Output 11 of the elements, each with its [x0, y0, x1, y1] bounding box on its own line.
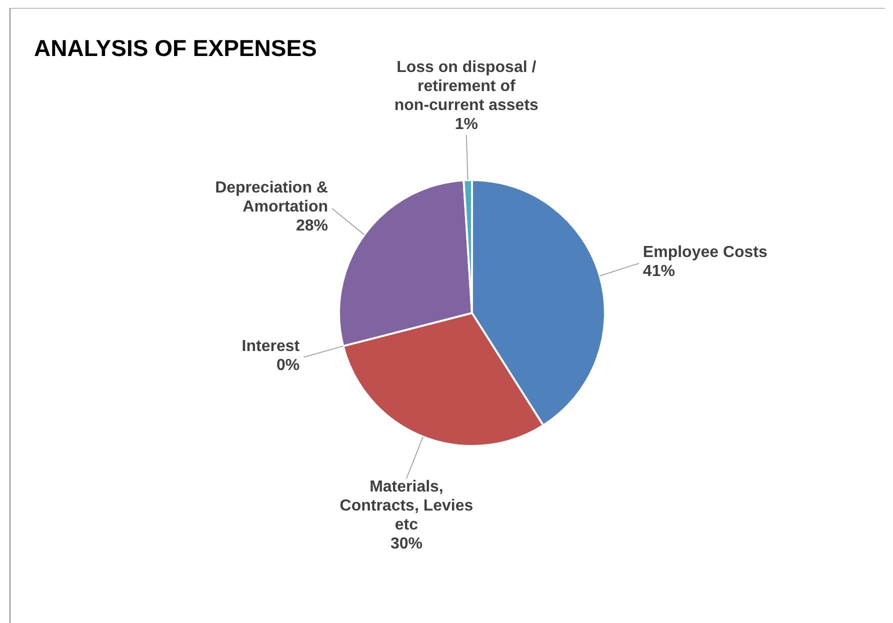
legend-label: Interest	[242, 338, 300, 356]
slice-label: Loss on disposal / retirement of non-current assets	[394, 58, 539, 114]
data-label: 28%	[296, 218, 328, 235]
data-label: 1%	[454, 116, 478, 133]
data-label: 30%	[390, 535, 422, 552]
slice-label: Materials, Contracts, Levies etc	[340, 478, 474, 534]
data-label: 41%	[642, 263, 675, 280]
slice-label: Employee Costs	[642, 244, 768, 262]
chart-title: ANALYSIS OF EXPENSES	[34, 35, 317, 61]
text: 0%	[276, 357, 300, 374]
slice-label: Depreciation & Amortation	[215, 180, 328, 216]
